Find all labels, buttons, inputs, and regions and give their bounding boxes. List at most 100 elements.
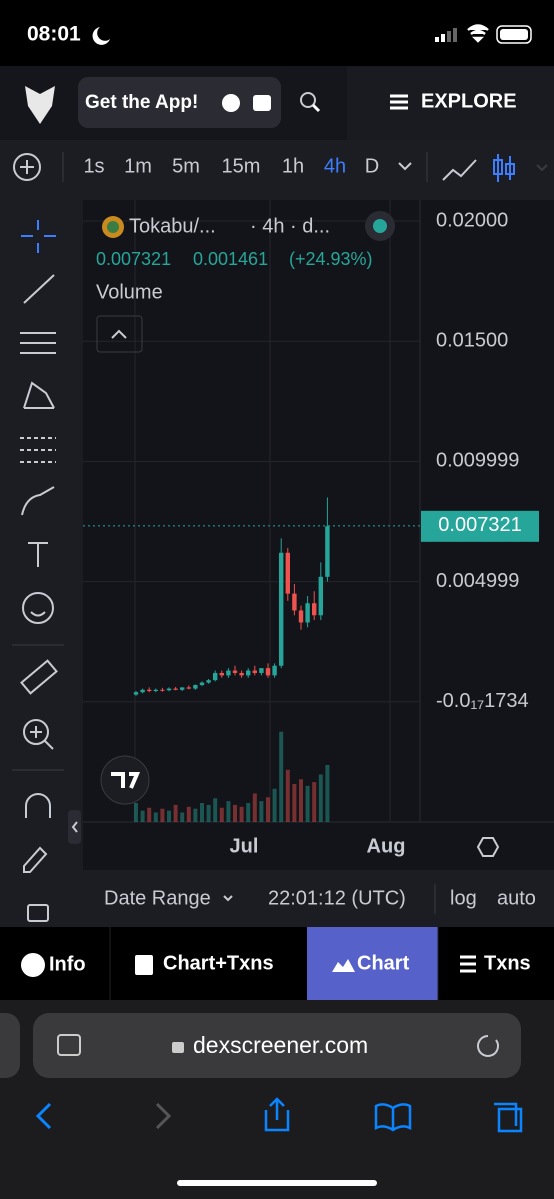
chart-title: Tokabu/... bbox=[129, 215, 216, 237]
candle-body bbox=[305, 603, 310, 623]
candle-body bbox=[252, 670, 257, 673]
candle-body bbox=[166, 688, 172, 691]
chart-type-dropdown[interactable] bbox=[536, 164, 548, 172]
y-tick-label: 0.02000 bbox=[436, 209, 508, 231]
tab[interactable]: Chart bbox=[357, 952, 410, 974]
candle-body bbox=[193, 684, 198, 689]
add-indicator[interactable] bbox=[13, 153, 41, 181]
emoji-tool[interactable] bbox=[22, 592, 54, 624]
volume-bar bbox=[160, 808, 165, 822]
candle-body bbox=[279, 552, 284, 666]
candle-body bbox=[199, 682, 205, 685]
timeframe[interactable]: 1h bbox=[282, 155, 304, 177]
ruler-tool[interactable] bbox=[20, 659, 58, 695]
candle-body bbox=[318, 576, 323, 616]
volume-bar bbox=[325, 765, 330, 822]
candle-body bbox=[292, 593, 297, 611]
reader-icon[interactable] bbox=[57, 1034, 81, 1056]
timeframe[interactable]: 15m bbox=[222, 155, 261, 177]
search-icon-handle bbox=[311, 103, 321, 113]
magnet-tool[interactable] bbox=[25, 793, 51, 818]
candle-body bbox=[312, 603, 317, 616]
search-icon[interactable] bbox=[300, 92, 316, 108]
candle-body bbox=[239, 672, 244, 676]
candle-body bbox=[186, 687, 191, 689]
settings-button[interactable] bbox=[476, 837, 500, 857]
trendline-tool[interactable] bbox=[23, 274, 55, 304]
tradingview-mark bbox=[111, 772, 141, 789]
volume-bar bbox=[259, 801, 264, 822]
zoom-plus bbox=[30, 726, 54, 750]
volume-bar bbox=[193, 808, 198, 822]
crosshair-tool[interactable] bbox=[21, 220, 56, 253]
unlock-tool[interactable] bbox=[27, 904, 49, 922]
date-range[interactable]: Date Range bbox=[104, 887, 211, 909]
y-tick-label: -0.0₁₇1734 bbox=[436, 690, 529, 712]
volume-bar bbox=[140, 810, 145, 822]
tab[interactable]: Txns bbox=[484, 952, 531, 974]
candle-body bbox=[213, 672, 218, 681]
candle-body bbox=[259, 668, 264, 673]
tabs-button[interactable] bbox=[494, 1102, 523, 1133]
home-indicator bbox=[177, 1180, 377, 1186]
volume-bar bbox=[200, 803, 204, 822]
collapse-legend-arrow bbox=[111, 329, 127, 339]
volume-bar bbox=[285, 769, 290, 822]
candle-body bbox=[226, 670, 231, 676]
candle-body bbox=[232, 670, 238, 673]
legend-open: 0.007321 bbox=[96, 249, 171, 269]
volume-bar bbox=[292, 784, 297, 822]
collapse-legend[interactable] bbox=[96, 315, 143, 353]
brush-tool[interactable] bbox=[21, 486, 55, 516]
reload-icon[interactable] bbox=[477, 1035, 499, 1057]
y-tick-label: 0.004999 bbox=[436, 570, 519, 592]
add-plus bbox=[20, 160, 34, 174]
log-toggle[interactable]: log bbox=[450, 887, 477, 909]
timeframe[interactable]: 1m bbox=[124, 155, 152, 177]
wifi-icon bbox=[467, 24, 489, 43]
share-button[interactable] bbox=[264, 1097, 290, 1132]
timeframe[interactable]: 1s bbox=[83, 155, 104, 177]
volume-bar bbox=[167, 810, 171, 822]
chart-subtitle: · 4h · d... bbox=[250, 215, 330, 237]
tab[interactable]: Chart+Txns bbox=[163, 952, 274, 974]
pattern-tool[interactable] bbox=[23, 381, 55, 409]
explore-button[interactable] bbox=[347, 66, 554, 140]
candle-body bbox=[285, 552, 290, 594]
volume-bar bbox=[305, 785, 310, 822]
candle-body bbox=[147, 689, 152, 691]
back-button[interactable] bbox=[35, 1102, 52, 1130]
zoom-tool[interactable] bbox=[23, 719, 49, 745]
prediction-tool[interactable] bbox=[20, 437, 56, 463]
prev-tab[interactable] bbox=[0, 1013, 20, 1078]
bookmarks-button[interactable] bbox=[374, 1103, 412, 1132]
candle-chart-icon[interactable] bbox=[493, 154, 515, 182]
info-icon bbox=[21, 953, 45, 977]
text-tool[interactable] bbox=[28, 542, 48, 567]
get-app-button[interactable] bbox=[78, 77, 281, 128]
candle-body bbox=[180, 687, 185, 690]
timeframes: 1s 1m 5m 15m 1h 4h D bbox=[83, 155, 379, 177]
timeframe[interactable]: 4h bbox=[324, 155, 346, 177]
sidebar-collapse[interactable] bbox=[68, 810, 81, 844]
volume-bar bbox=[239, 806, 244, 822]
volume-bar bbox=[299, 779, 303, 822]
volume-bar bbox=[246, 803, 251, 822]
fib-tool[interactable] bbox=[20, 332, 56, 354]
line-chart-icon[interactable] bbox=[442, 159, 477, 181]
y-tick-label: 0.009999 bbox=[436, 450, 519, 472]
auto-toggle[interactable]: auto bbox=[497, 887, 536, 909]
timeframe-dropdown[interactable] bbox=[398, 162, 412, 171]
volume-bar bbox=[213, 798, 218, 822]
logo[interactable] bbox=[25, 86, 55, 124]
address-bar[interactable] bbox=[33, 1013, 521, 1078]
timeframe[interactable]: 5m bbox=[172, 155, 200, 177]
tab[interactable]: Info bbox=[49, 953, 86, 975]
lock-drawing-tool[interactable] bbox=[23, 846, 48, 873]
x-label: Aug bbox=[367, 835, 406, 857]
x-label: Jul bbox=[230, 835, 259, 857]
toolbar bbox=[0, 140, 554, 195]
timeframe[interactable]: D bbox=[365, 155, 379, 177]
forward-button[interactable] bbox=[155, 1102, 172, 1130]
